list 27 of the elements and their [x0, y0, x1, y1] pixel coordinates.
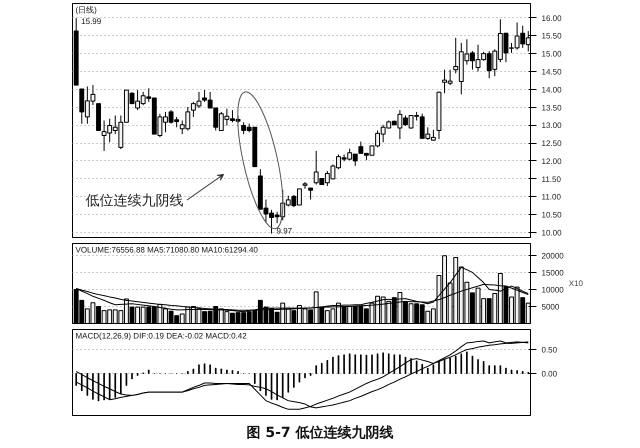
- y-tick-label: 11.00: [542, 192, 562, 202]
- y-tick-label: 15.00: [542, 50, 562, 59]
- y-tick-label: 11.50: [542, 174, 562, 184]
- chart-title: VOLUME:76556.88 MA5:71080.80 MA10:61294.40: [76, 246, 258, 254]
- y-tick-label: 13.00: [542, 121, 562, 130]
- annotation: 低位连续九阴线: [85, 193, 184, 210]
- y-tick-label: 10.00: [542, 228, 562, 238]
- y-tick-label: 10000: [542, 285, 564, 294]
- y-tick-label: 16.00: [542, 14, 562, 23]
- y-tick-label: 12.00: [542, 156, 562, 166]
- y-tick-label: 20000: [542, 251, 564, 260]
- caption: 图 5-7 低位连续九阴线: [246, 424, 394, 443]
- y-tick-label: 10.50: [542, 210, 562, 220]
- y-tick-label: 0.00: [542, 369, 558, 378]
- y-tick-label: 12.50: [542, 139, 562, 148]
- annotation: 15.99: [81, 17, 102, 26]
- y-tick-label: 14.50: [542, 67, 562, 76]
- y-tick-label: 15000: [542, 268, 564, 278]
- chart-title: (日线): [76, 6, 98, 14]
- y-tick-label: 0.50: [542, 346, 558, 355]
- annotation: 9.97: [276, 226, 293, 236]
- chart-title: MACD(12,26,9) DIF:0.19 DEA:-0.02 MACD:0.42: [76, 332, 248, 340]
- y-tick-label: 14.00: [542, 85, 562, 94]
- y-tick-label: 5000: [542, 302, 560, 312]
- y-tick-label: 15.50: [542, 32, 562, 41]
- text: X10: [568, 279, 584, 288]
- y-tick-label: 13.50: [542, 103, 562, 112]
